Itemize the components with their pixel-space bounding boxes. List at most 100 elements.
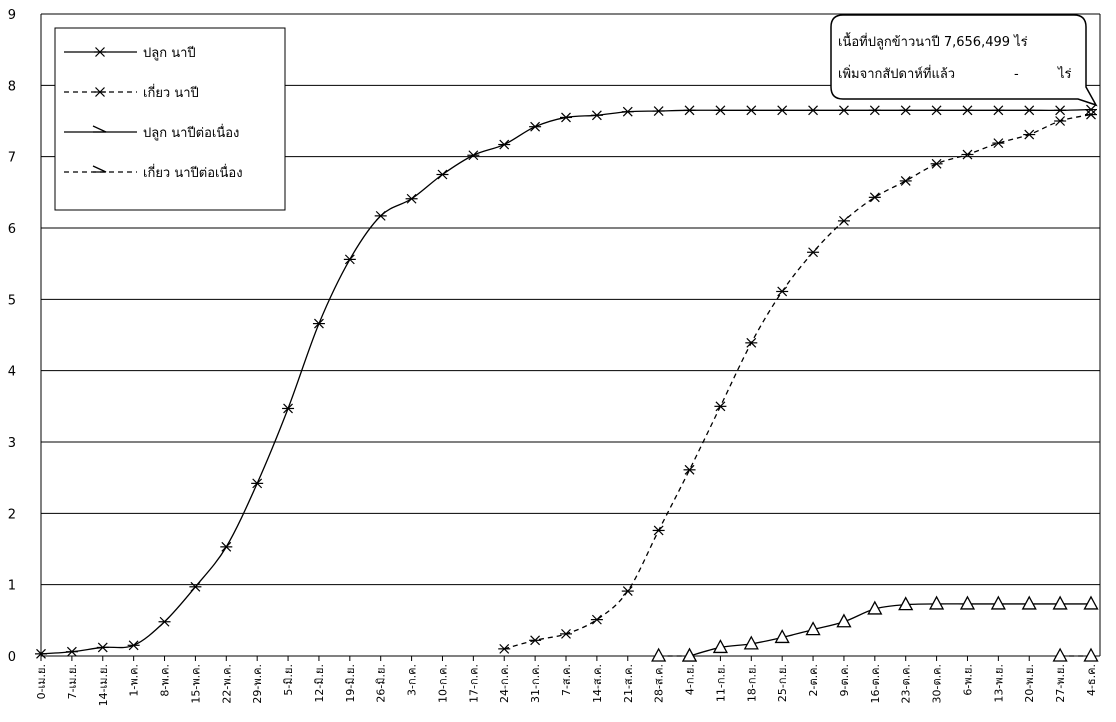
data-point [1052,647,1068,662]
x-tick-label: 29-พ.ค. [251,664,264,704]
series-line [504,113,1092,650]
data-point [712,639,729,654]
data-point [961,149,974,160]
y-tick-label: 5 [8,293,16,308]
marker-stroke [97,642,108,653]
marker-stroke [159,616,170,627]
data-point [1023,105,1036,116]
marker-stroke [591,614,602,625]
data-point [681,647,698,662]
legend-label: ปลูก นาปี [143,45,196,61]
data-point [529,635,542,646]
x-tick-label: 31-ก.ค. [529,664,542,703]
marker-stroke [66,646,77,657]
marker-stroke [344,254,355,265]
callout-line2-mid: - [1014,67,1019,82]
marker-stroke [561,112,571,123]
x-tick-label: 1-พ.ค. [128,664,141,697]
marker-stroke [1055,116,1066,126]
x-tick-label: 6-พ.ย. [961,664,974,696]
data-point [990,595,1006,610]
marker-stroke [95,47,105,57]
data-point [930,105,943,116]
series-3 [681,595,1099,662]
series-layer [35,104,1099,662]
data-point [959,595,976,610]
x-tick-label: 7-ส.ค. [560,664,573,696]
marker-stroke [499,643,510,654]
data-point [158,616,171,627]
legend: ปลูก นาปีเกี่ยว นาปีปลูก นาปีต่อเนื่องเก… [54,27,286,211]
y-axis-ticks: 0 1 2 3 4 5 6 7 8 9 [8,8,16,665]
data-point [867,600,883,615]
data-point [837,105,850,116]
legend-label: เกี่ยว นาปี [143,84,199,101]
data-point [1023,129,1036,140]
x-tick-label: 30-ต.ค. [931,664,944,703]
data-point [1085,104,1097,115]
marker-stroke [128,640,139,651]
series-1 [35,104,1097,659]
x-tick-label: 21-ส.ค. [622,664,635,703]
y-tick-label: 9 [8,8,16,23]
y-tick-label: 8 [8,79,16,94]
data-point [96,642,109,653]
marker-stroke [622,586,633,597]
x-tick-label: 4-ก.ย. [684,664,697,695]
marker-stroke [190,581,201,592]
x-tick-label: 22-พ.ค. [220,664,233,704]
marker-stroke [252,478,263,489]
data-point [837,215,850,226]
data-point [560,112,572,123]
data-point [652,525,665,536]
marker-stroke [561,628,571,639]
marker-stroke [715,401,726,412]
data-point [405,193,418,204]
marker-stroke [993,105,1004,116]
x-tick-label: 17-ก.ค. [467,664,480,703]
x-tick-label: 24-ก.ค. [498,664,511,703]
marker-stroke [499,139,510,150]
data-point [930,158,943,169]
marker-stroke [591,110,602,121]
x-tick-label: 9-ต.ค. [838,664,851,696]
x-tick-label: 8-พ.ค. [159,664,172,697]
data-point [189,581,202,592]
marker-stroke [839,215,849,226]
marker-stroke [653,106,664,116]
marker-stroke [962,105,973,116]
x-tick-label: 18-ก.ย. [745,664,758,702]
x-tick-label: 25-ก.ย. [776,664,789,702]
marker-stroke [808,247,818,258]
x-tick-label: 26-มิ.ย. [375,664,388,703]
marker-stroke [437,169,448,180]
x-axis-ticks: 0-เม.ย. 7-เม.ย. 14-เม.ย. 1-พ.ค. 8-พ.ค. 15-พ.ค… [35,656,1098,706]
series-2 [498,109,1097,654]
y-tick-label: 1 [8,579,16,594]
marker-stroke [684,105,695,116]
marker-stroke [530,635,541,646]
x-tick-label: 15-พ.ค. [189,664,202,704]
data-point [220,541,233,552]
data-point [343,254,356,265]
marker-stroke [1086,109,1096,120]
data-point [714,401,727,412]
x-tick-label: 20-พ.ย. [1023,664,1036,703]
marker-stroke [1024,105,1035,116]
legend-box [54,27,286,211]
marker-stroke [869,192,880,203]
marker-stroke [900,175,911,186]
marker-stroke [1086,104,1096,115]
marker-stroke [715,105,726,116]
data-point [467,150,480,161]
callout-box [830,14,1098,107]
legend-marker [92,165,107,173]
data-point [560,628,572,639]
callout-line2-left: เพิ่มจากสัปดาห์ที่แล้ว [838,65,955,82]
marker-stroke [808,105,818,116]
data-point [683,464,696,475]
marker-stroke [931,105,942,116]
data-point [94,47,106,57]
marker-stroke [684,464,695,475]
